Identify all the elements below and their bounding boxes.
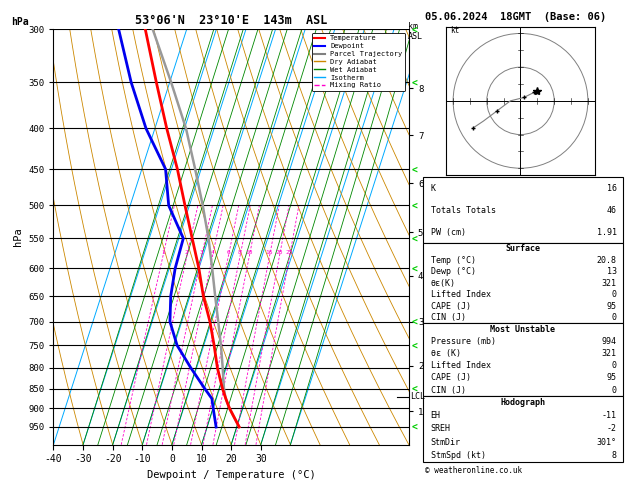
Text: 20: 20 <box>276 250 283 256</box>
Text: <: < <box>412 263 418 274</box>
Text: Most Unstable: Most Unstable <box>490 325 555 334</box>
Text: 0: 0 <box>612 313 616 322</box>
Text: <: < <box>412 24 418 34</box>
Text: 16: 16 <box>607 184 616 193</box>
Text: LCL: LCL <box>410 392 425 401</box>
Text: K: K <box>431 184 436 193</box>
Text: 10: 10 <box>245 250 253 256</box>
Text: 4: 4 <box>211 250 214 256</box>
Text: 2: 2 <box>185 250 189 256</box>
Text: <: < <box>412 422 418 432</box>
Text: 13: 13 <box>607 267 616 276</box>
FancyBboxPatch shape <box>423 396 623 462</box>
Text: <: < <box>412 77 418 87</box>
Text: 8: 8 <box>238 250 242 256</box>
Text: Totals Totals: Totals Totals <box>431 206 496 215</box>
Text: <: < <box>412 164 418 174</box>
Text: StmSpd (kt): StmSpd (kt) <box>431 451 486 460</box>
Text: 301°: 301° <box>597 437 616 447</box>
Text: Lifted Index: Lifted Index <box>431 361 491 370</box>
Text: 20.8: 20.8 <box>597 256 616 265</box>
Text: EH: EH <box>431 411 441 420</box>
Text: 0: 0 <box>612 385 616 395</box>
Text: 95: 95 <box>607 301 616 311</box>
Text: 46: 46 <box>607 206 616 215</box>
Y-axis label: hPa: hPa <box>13 227 23 246</box>
Text: 16: 16 <box>265 250 273 256</box>
Text: km
ASL: km ASL <box>408 22 423 41</box>
Text: <: < <box>412 383 418 394</box>
Text: CAPE (J): CAPE (J) <box>431 373 470 382</box>
Text: 95: 95 <box>607 373 616 382</box>
Text: Surface: Surface <box>505 244 540 253</box>
Text: Lifted Index: Lifted Index <box>431 290 491 299</box>
Text: © weatheronline.co.uk: © weatheronline.co.uk <box>425 466 521 475</box>
Text: 994: 994 <box>602 337 616 346</box>
Text: 0: 0 <box>612 290 616 299</box>
Text: 05.06.2024  18GMT  (Base: 06): 05.06.2024 18GMT (Base: 06) <box>425 12 606 22</box>
Text: θε (K): θε (K) <box>431 349 460 358</box>
Text: 8: 8 <box>612 451 616 460</box>
Text: StmDir: StmDir <box>431 437 460 447</box>
Text: CAPE (J): CAPE (J) <box>431 301 470 311</box>
Text: <: < <box>412 340 418 350</box>
Text: -2: -2 <box>607 424 616 434</box>
Text: 0: 0 <box>612 361 616 370</box>
Text: -11: -11 <box>602 411 616 420</box>
Text: Temp (°C): Temp (°C) <box>431 256 476 265</box>
Text: PW (cm): PW (cm) <box>431 227 465 237</box>
Text: θε(K): θε(K) <box>431 278 455 288</box>
Text: 321: 321 <box>602 278 616 288</box>
Text: CIN (J): CIN (J) <box>431 313 465 322</box>
X-axis label: Dewpoint / Temperature (°C): Dewpoint / Temperature (°C) <box>147 470 316 480</box>
Text: hPa: hPa <box>11 17 29 27</box>
Text: 6: 6 <box>226 250 230 256</box>
Y-axis label: Mixing Ratio (g/kg): Mixing Ratio (g/kg) <box>426 186 435 288</box>
Text: 321: 321 <box>602 349 616 358</box>
Text: 1: 1 <box>161 250 165 256</box>
Title: 53°06'N  23°10'E  143m  ASL: 53°06'N 23°10'E 143m ASL <box>135 14 327 27</box>
Text: Dewp (°C): Dewp (°C) <box>431 267 476 276</box>
Text: 1.91: 1.91 <box>597 227 616 237</box>
Text: Hodograph: Hodograph <box>500 398 545 407</box>
FancyBboxPatch shape <box>423 177 623 243</box>
Text: Pressure (mb): Pressure (mb) <box>431 337 496 346</box>
Text: <: < <box>412 233 418 243</box>
Text: SREH: SREH <box>431 424 451 434</box>
Legend: Temperature, Dewpoint, Parcel Trajectory, Dry Adiabat, Wet Adiabat, Isotherm, Mi: Temperature, Dewpoint, Parcel Trajectory… <box>311 33 405 91</box>
Text: kt: kt <box>450 26 459 35</box>
Text: 3: 3 <box>199 250 203 256</box>
Text: <: < <box>412 316 418 327</box>
FancyBboxPatch shape <box>423 243 623 323</box>
Text: <: < <box>412 200 418 210</box>
Text: CIN (J): CIN (J) <box>431 385 465 395</box>
Text: 25: 25 <box>286 250 293 256</box>
FancyBboxPatch shape <box>423 323 623 396</box>
